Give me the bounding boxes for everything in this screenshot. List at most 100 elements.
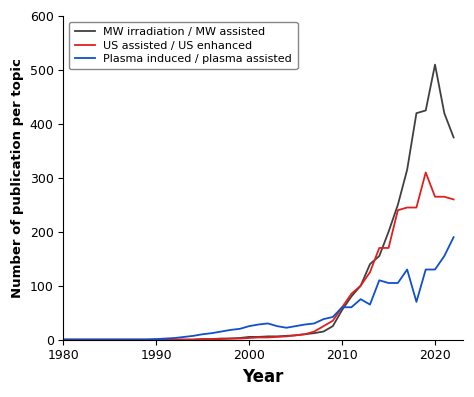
US assisted / US enhanced (367, 270, 373, 275)
US assisted / US enhanced (339, 305, 345, 310)
Plasma induced / plasma assisted (209, 331, 215, 335)
Legend: MW irradiation / MW assisted, US assisted / US enhanced, Plasma induced / plasma: MW irradiation / MW assisted, US assiste… (69, 22, 298, 69)
US assisted / US enhanced (265, 335, 271, 340)
MW irradiation / MW assisted (311, 331, 317, 335)
MW irradiation / MW assisted (441, 111, 447, 116)
MW irradiation / MW assisted (293, 333, 299, 338)
MW irradiation / MW assisted (348, 294, 354, 299)
US assisted / US enhanced (404, 205, 410, 210)
US assisted / US enhanced (228, 336, 234, 341)
Line: Plasma induced / plasma assisted: Plasma induced / plasma assisted (64, 237, 454, 339)
MW irradiation / MW assisted (107, 337, 113, 342)
US assisted / US enhanced (172, 337, 178, 342)
Plasma induced / plasma assisted (404, 267, 410, 272)
Plasma induced / plasma assisted (61, 337, 66, 342)
US assisted / US enhanced (283, 334, 289, 339)
US assisted / US enhanced (348, 291, 354, 296)
Plasma induced / plasma assisted (98, 337, 103, 342)
MW irradiation / MW assisted (451, 135, 456, 140)
MW irradiation / MW assisted (358, 283, 364, 288)
MW irradiation / MW assisted (302, 332, 308, 337)
US assisted / US enhanced (163, 337, 168, 342)
US assisted / US enhanced (358, 283, 364, 288)
Plasma induced / plasma assisted (107, 337, 113, 342)
Plasma induced / plasma assisted (154, 337, 159, 341)
MW irradiation / MW assisted (172, 337, 178, 342)
US assisted / US enhanced (255, 335, 261, 340)
US assisted / US enhanced (441, 195, 447, 199)
US assisted / US enhanced (237, 336, 243, 341)
MW irradiation / MW assisted (61, 337, 66, 342)
US assisted / US enhanced (302, 332, 308, 337)
US assisted / US enhanced (330, 318, 336, 323)
MW irradiation / MW assisted (191, 337, 196, 342)
US assisted / US enhanced (70, 337, 75, 342)
US assisted / US enhanced (414, 205, 419, 210)
Plasma induced / plasma assisted (228, 328, 234, 332)
MW irradiation / MW assisted (200, 337, 206, 341)
US assisted / US enhanced (321, 324, 327, 328)
Plasma induced / plasma assisted (386, 281, 392, 285)
Plasma induced / plasma assisted (451, 235, 456, 239)
MW irradiation / MW assisted (237, 335, 243, 340)
MW irradiation / MW assisted (255, 335, 261, 339)
Plasma induced / plasma assisted (395, 281, 401, 285)
Plasma induced / plasma assisted (348, 305, 354, 310)
US assisted / US enhanced (61, 337, 66, 342)
MW irradiation / MW assisted (209, 337, 215, 341)
Plasma induced / plasma assisted (191, 333, 196, 338)
MW irradiation / MW assisted (395, 202, 401, 207)
Plasma induced / plasma assisted (126, 337, 131, 342)
Plasma induced / plasma assisted (283, 326, 289, 330)
Plasma induced / plasma assisted (423, 267, 428, 272)
US assisted / US enhanced (395, 208, 401, 212)
Plasma induced / plasma assisted (135, 337, 141, 342)
Plasma induced / plasma assisted (376, 278, 382, 283)
US assisted / US enhanced (200, 337, 206, 341)
US assisted / US enhanced (209, 337, 215, 341)
Plasma induced / plasma assisted (89, 337, 94, 342)
US assisted / US enhanced (451, 197, 456, 202)
US assisted / US enhanced (274, 335, 280, 339)
MW irradiation / MW assisted (376, 254, 382, 258)
Plasma induced / plasma assisted (432, 267, 438, 272)
US assisted / US enhanced (154, 337, 159, 342)
MW irradiation / MW assisted (116, 337, 122, 342)
US assisted / US enhanced (182, 337, 187, 342)
US assisted / US enhanced (135, 337, 141, 342)
Plasma induced / plasma assisted (302, 322, 308, 327)
Line: MW irradiation / MW assisted: MW irradiation / MW assisted (64, 65, 454, 339)
Plasma induced / plasma assisted (367, 302, 373, 307)
MW irradiation / MW assisted (330, 324, 336, 328)
MW irradiation / MW assisted (135, 337, 141, 342)
US assisted / US enhanced (432, 195, 438, 199)
US assisted / US enhanced (293, 333, 299, 338)
MW irradiation / MW assisted (182, 337, 187, 342)
Plasma induced / plasma assisted (200, 332, 206, 337)
US assisted / US enhanced (116, 337, 122, 342)
MW irradiation / MW assisted (219, 336, 224, 341)
US assisted / US enhanced (89, 337, 94, 342)
Plasma induced / plasma assisted (321, 317, 327, 322)
US assisted / US enhanced (144, 337, 150, 342)
MW irradiation / MW assisted (432, 62, 438, 67)
US assisted / US enhanced (246, 335, 252, 340)
MW irradiation / MW assisted (321, 329, 327, 334)
MW irradiation / MW assisted (126, 337, 131, 342)
X-axis label: Year: Year (243, 368, 284, 386)
US assisted / US enhanced (386, 246, 392, 251)
US assisted / US enhanced (107, 337, 113, 342)
MW irradiation / MW assisted (423, 108, 428, 113)
MW irradiation / MW assisted (404, 168, 410, 172)
Line: US assisted / US enhanced: US assisted / US enhanced (64, 172, 454, 339)
MW irradiation / MW assisted (70, 337, 75, 342)
Plasma induced / plasma assisted (414, 299, 419, 304)
US assisted / US enhanced (376, 246, 382, 251)
Y-axis label: Number of publication per topic: Number of publication per topic (11, 58, 24, 298)
Plasma induced / plasma assisted (358, 297, 364, 302)
US assisted / US enhanced (126, 337, 131, 342)
Plasma induced / plasma assisted (144, 337, 150, 342)
Plasma induced / plasma assisted (163, 336, 168, 341)
Plasma induced / plasma assisted (265, 321, 271, 326)
US assisted / US enhanced (423, 170, 428, 175)
